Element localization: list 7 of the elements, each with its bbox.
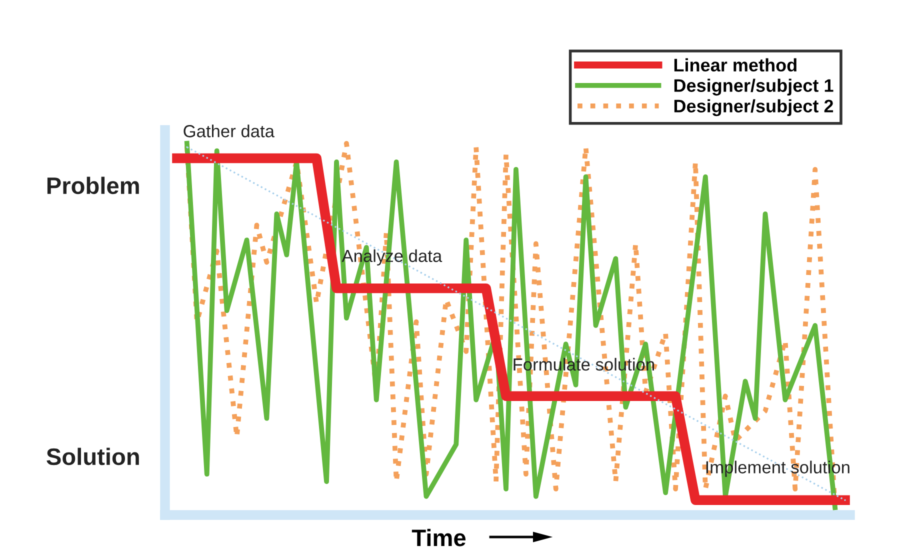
x-axis-title: Time: [412, 528, 466, 546]
text: Problem: [47, 176, 139, 194]
legend-label: Designer/subject 1: [674, 78, 834, 96]
text: Solution: [46, 448, 139, 466]
legend-label: Linear method: [674, 58, 796, 72]
legend-label: Designer/subject 2: [674, 99, 834, 116]
text: Gather data: [184, 124, 274, 138]
